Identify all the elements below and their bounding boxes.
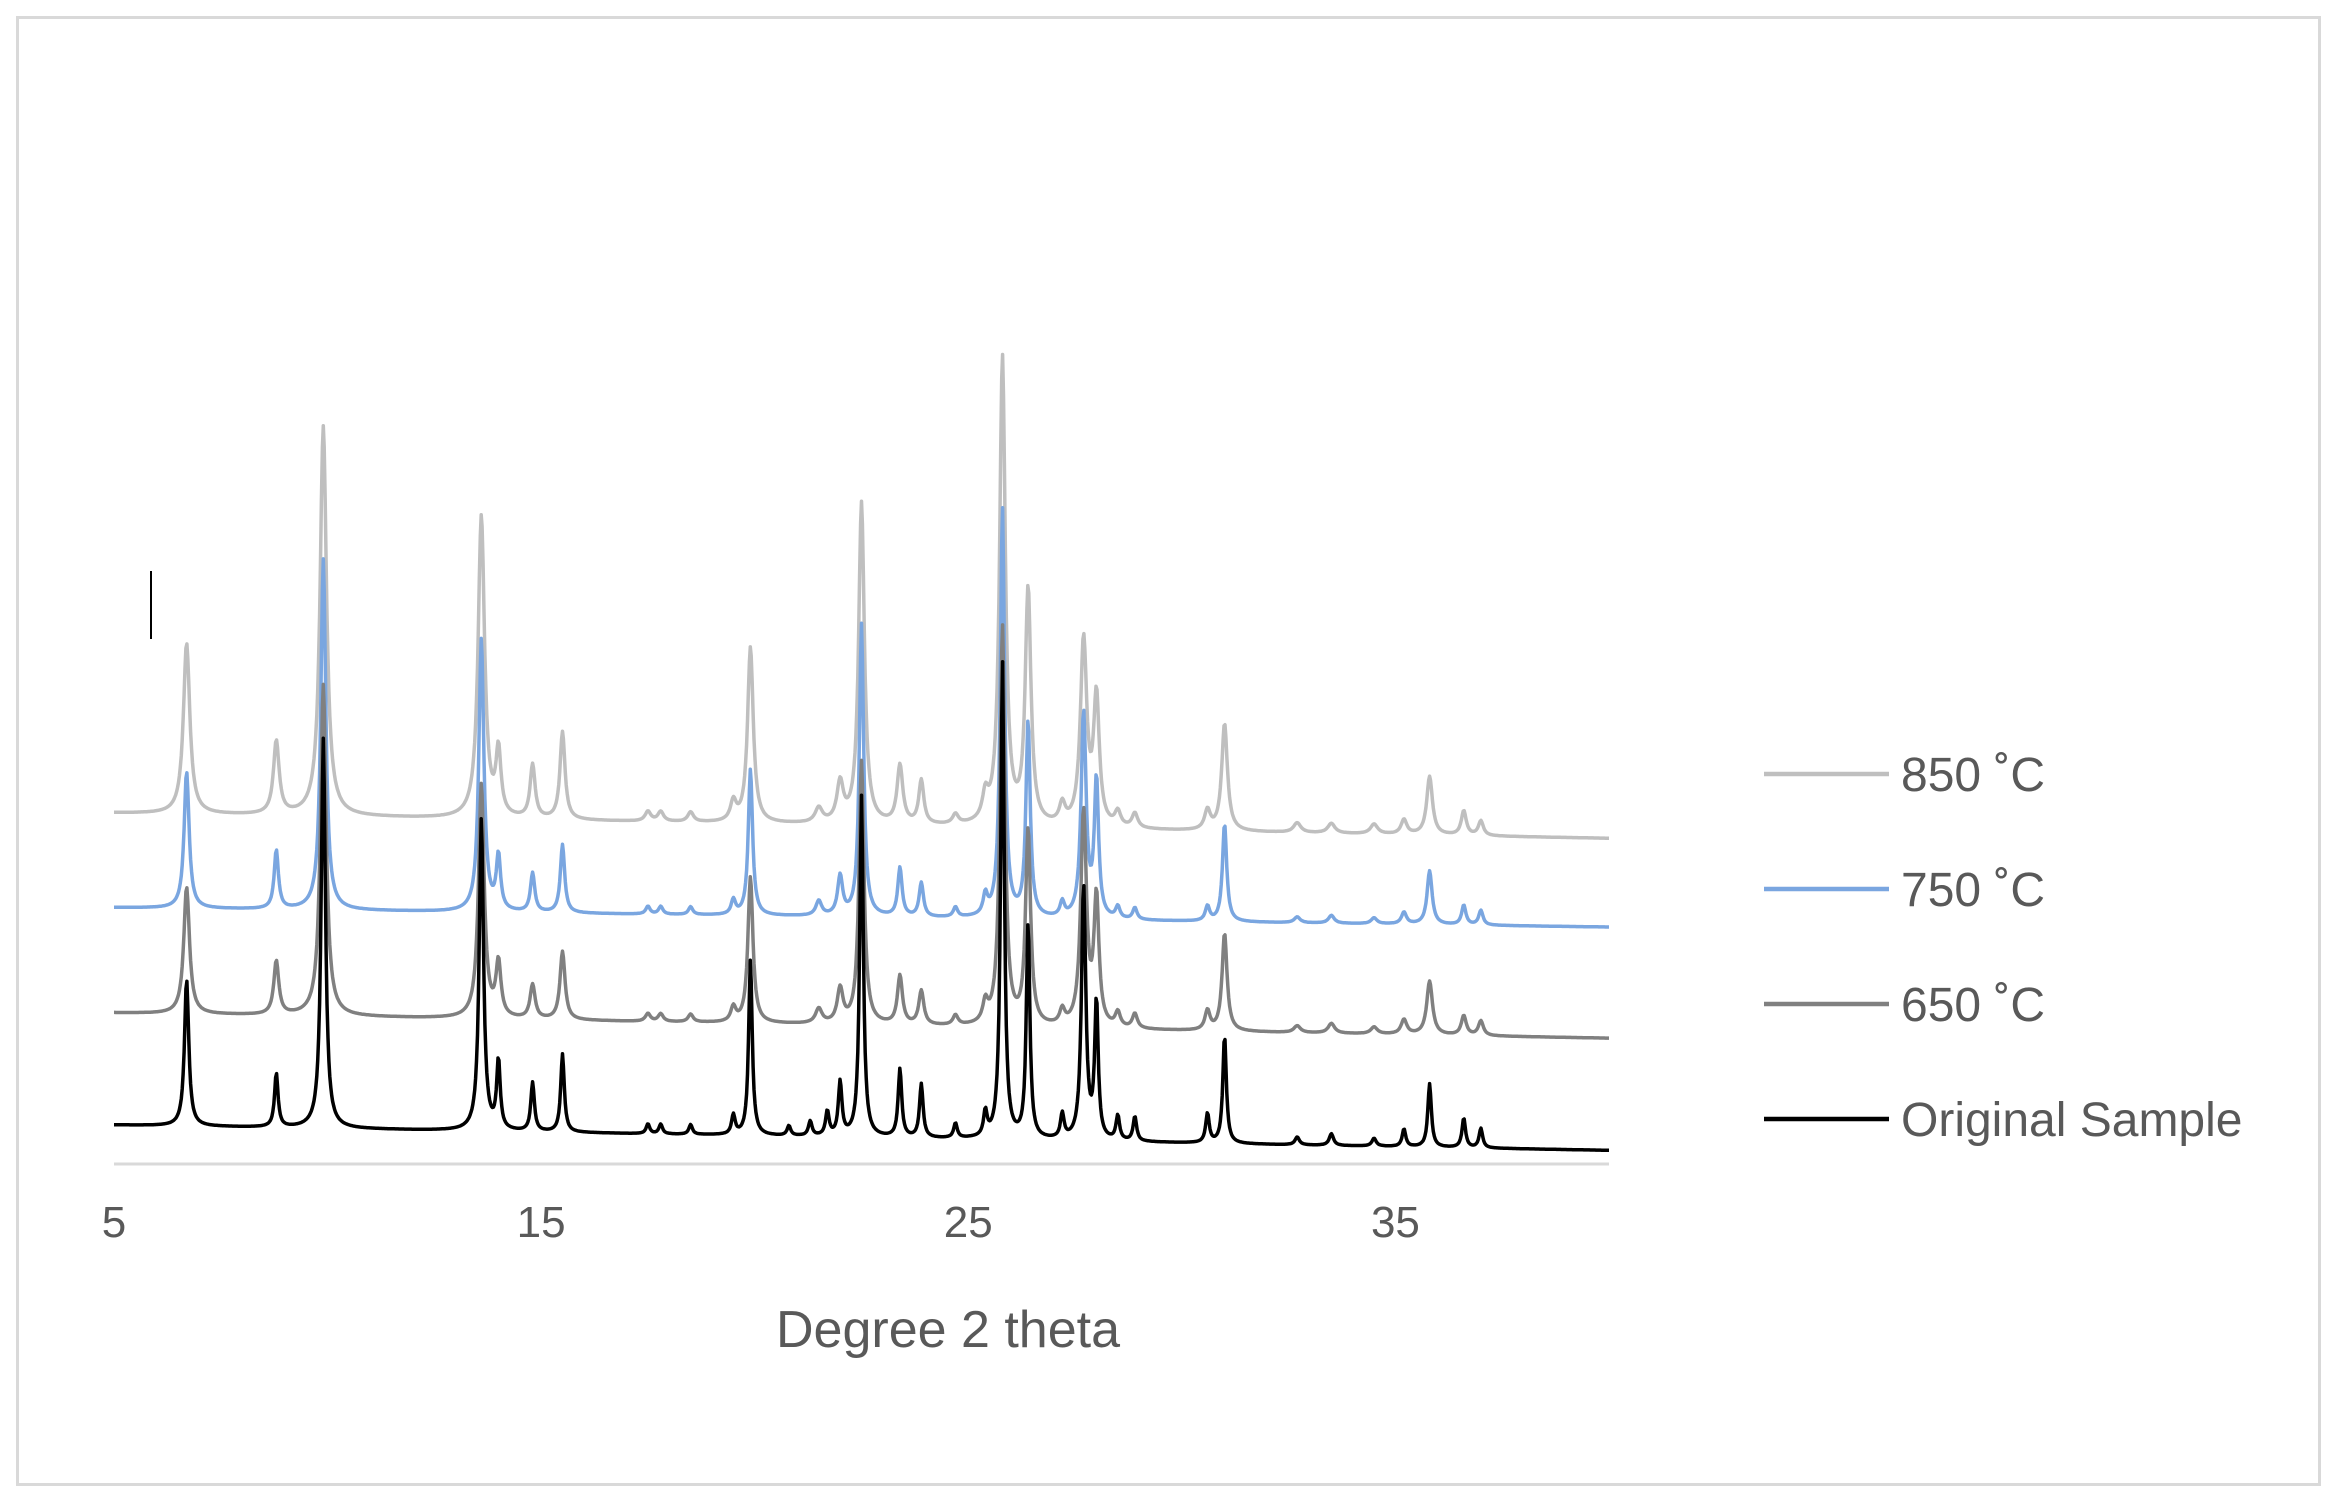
series-line-3: [113, 659, 1610, 1153]
legend-label-1: 750 ˚C: [1901, 864, 2045, 917]
x-tick-label-3: 35: [1371, 1198, 1420, 1247]
legend: 850 ˚C 750 ˚C 650 ˚C Original Sample: [1764, 749, 2242, 1147]
chart-area: 5 15 25 35 Degree 2 theta 850 ˚C 750 ˚C 650 ˚…: [16, 16, 2321, 1486]
chart-svg: 5 15 25 35 Degree 2 theta 850 ˚C 750 ˚C 650 ˚…: [102, 352, 2242, 1359]
series-line-2: [113, 623, 1610, 1040]
legend-label-3: Original Sample: [1901, 1094, 2242, 1147]
series-lines: [113, 352, 1610, 1153]
x-tick-labels: 5 15 25 35: [102, 1198, 1420, 1247]
legend-label-2: 650 ˚C: [1901, 979, 2045, 1032]
x-tick-label-0: 5: [102, 1198, 126, 1247]
x-tick-label-1: 15: [517, 1198, 566, 1247]
series-line-0: [113, 352, 1610, 840]
legend-label-0: 850 ˚C: [1901, 749, 2045, 802]
x-tick-label-2: 25: [944, 1198, 993, 1247]
series-line-1: [113, 505, 1610, 929]
x-axis-title: Degree 2 theta: [776, 1301, 1120, 1359]
